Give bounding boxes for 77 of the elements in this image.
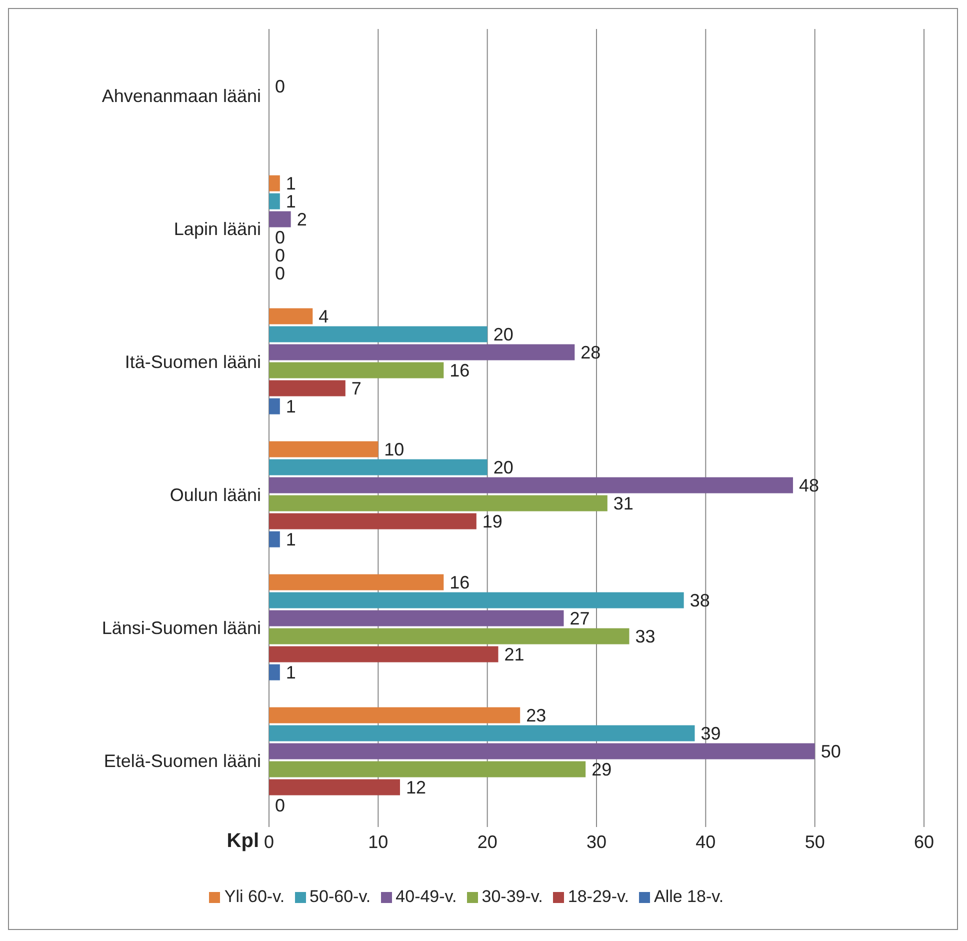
bar	[269, 308, 313, 324]
bar	[269, 193, 280, 210]
data-label: 0	[275, 795, 286, 816]
data-label: 23	[526, 705, 546, 726]
y-tick-label: Oulun lääni	[170, 484, 261, 505]
legend-label: Alle 18-v.	[654, 887, 724, 906]
data-label: 27	[570, 608, 590, 628]
data-label: 31	[613, 493, 634, 514]
data-label: 2	[296, 209, 307, 230]
y-tick-label: Ahvenanmaan lääni	[102, 86, 261, 106]
bar	[269, 707, 520, 724]
bar	[269, 664, 280, 680]
legend-label: 40-49-v.	[396, 887, 457, 906]
bar	[269, 628, 630, 644]
data-label: 1	[286, 191, 296, 212]
bar	[269, 513, 476, 530]
bar	[269, 326, 488, 342]
data-label: 19	[482, 511, 502, 532]
data-label: 16	[450, 572, 470, 592]
data-label: 50	[820, 741, 841, 762]
legend-label: 30-39-v.	[482, 887, 543, 906]
x-tick-label: 20	[477, 832, 498, 852]
x-tick-label: 40	[696, 832, 716, 852]
bar	[269, 646, 498, 662]
y-tick-label: Itä-Suomen lääni	[124, 352, 261, 372]
bar	[269, 398, 280, 414]
bar	[269, 441, 378, 458]
bar	[269, 211, 291, 228]
bar	[269, 380, 346, 396]
bar	[269, 459, 488, 476]
legend-label: 50-60-v.	[310, 887, 371, 906]
y-tick-label: Lapin lääni	[174, 218, 261, 239]
data-label: 0	[275, 245, 286, 266]
data-label: 29	[592, 759, 612, 780]
bar	[269, 477, 793, 494]
bar	[269, 344, 575, 360]
bar	[269, 743, 815, 760]
bar	[269, 495, 608, 512]
y-tick-label: Etelä-Suomen lääni	[104, 750, 261, 771]
data-label: 0	[275, 76, 286, 96]
bar	[269, 779, 400, 796]
bar	[269, 592, 684, 608]
data-label: 7	[351, 378, 362, 398]
data-label: 1	[286, 396, 296, 416]
bar	[269, 175, 280, 192]
data-label: 16	[450, 360, 470, 380]
data-label: 38	[690, 590, 710, 610]
data-label: 21	[504, 644, 524, 664]
bar	[269, 725, 695, 742]
legend-label: Yli 60-v.	[224, 887, 285, 906]
data-label: 48	[799, 475, 820, 496]
data-label: 0	[275, 227, 286, 248]
data-label: 39	[700, 723, 721, 744]
x-axis-title: Kpl	[226, 830, 259, 852]
y-tick-label: Länsi-Suomen lääni	[102, 618, 261, 638]
data-label: 20	[493, 324, 514, 344]
data-label: 12	[406, 777, 426, 798]
bar	[269, 362, 444, 378]
data-label: 1	[286, 662, 296, 682]
data-label: 28	[580, 342, 601, 362]
data-label: 10	[384, 439, 404, 460]
x-tick-label: 60	[914, 832, 934, 852]
x-tick-label: 10	[368, 832, 388, 852]
bar	[269, 761, 586, 778]
x-tick-label: 50	[804, 832, 825, 852]
data-label: 4	[318, 306, 329, 326]
bar	[269, 610, 564, 626]
data-label: 1	[286, 529, 296, 550]
bar	[269, 574, 444, 590]
x-tick-label: 0	[264, 832, 274, 852]
data-label: 33	[635, 626, 656, 646]
x-tick-label: 30	[586, 832, 607, 852]
data-label: 0	[275, 263, 286, 284]
data-label: 1	[286, 173, 296, 194]
data-label: 20	[493, 457, 514, 478]
bar	[269, 531, 280, 548]
legend-label: 18-29-v.	[568, 887, 629, 906]
